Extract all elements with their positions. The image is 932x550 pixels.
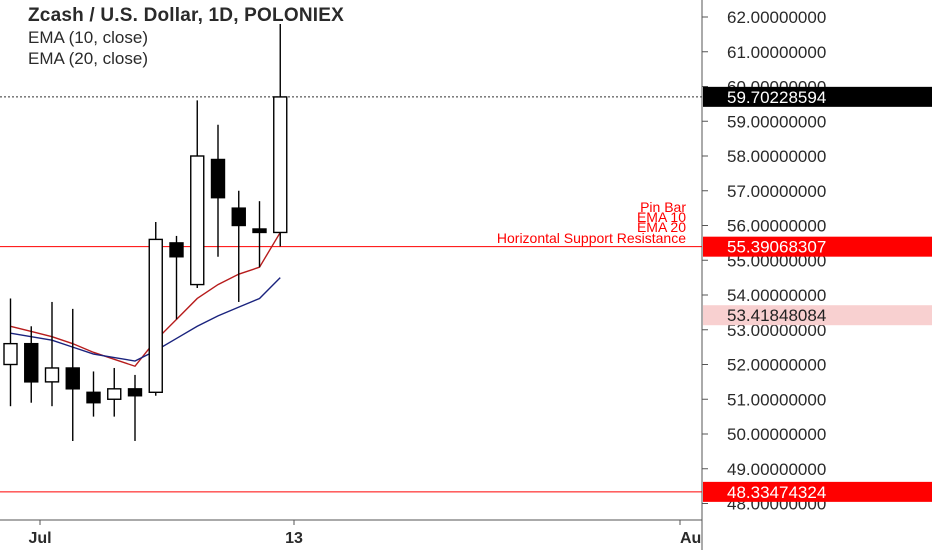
price-tag-background xyxy=(703,481,932,502)
candle-body-down[interactable] xyxy=(231,207,246,227)
candle-body-down[interactable] xyxy=(24,342,39,383)
candle-body-up[interactable] xyxy=(44,367,60,383)
price-tick-label: 53.00000000 xyxy=(727,321,826,340)
ema20-legend-label[interactable]: EMA (20, close) xyxy=(28,49,148,68)
price-tick-label: 61.00000000 xyxy=(727,43,826,62)
symbol-title[interactable]: Zcash / U.S. Dollar, 1D, POLONIEX xyxy=(28,5,344,26)
candle-body-down[interactable] xyxy=(127,388,143,397)
ema20-line[interactable] xyxy=(10,277,281,362)
candle-body-up[interactable] xyxy=(107,388,122,400)
time-tick-label: Jul xyxy=(28,530,51,547)
price-tag-label: 59.70228594 xyxy=(727,88,826,107)
price-tag-label: 53.41848084 xyxy=(727,306,826,325)
price-tag-label: 48.33474324 xyxy=(727,483,826,502)
price-tick-label: 49.00000000 xyxy=(727,460,826,479)
time-tick-label: Au xyxy=(680,530,701,547)
chart-annotation: Pin Bar xyxy=(640,199,686,215)
candle-body-up[interactable] xyxy=(190,155,205,286)
price-tick-label: 57.00000000 xyxy=(727,182,826,201)
price-tick-label: 54.00000000 xyxy=(727,286,826,305)
price-tick-label: 50.00000000 xyxy=(727,425,826,444)
chart-annotation: EMA 20 xyxy=(637,219,686,235)
candle-body-up[interactable] xyxy=(148,238,163,393)
price-tick-label: 56.00000000 xyxy=(727,217,826,236)
price-tick-label: 51.00000000 xyxy=(727,390,826,409)
candle-body-up[interactable] xyxy=(273,96,288,234)
chart-annotation: EMA 10 xyxy=(637,209,686,225)
price-tick-label: 52.00000000 xyxy=(727,356,826,375)
price-tick-label: 58.00000000 xyxy=(727,147,826,166)
ema10-line[interactable] xyxy=(10,232,281,368)
price-tag-background xyxy=(703,86,932,107)
candle-body-down[interactable] xyxy=(65,367,80,390)
chart-legend: Zcash / U.S. Dollar, 1D, POLONIEX EMA (1… xyxy=(28,4,344,69)
candle-body-down[interactable] xyxy=(252,228,267,234)
price-tick-label: 62.00000000 xyxy=(727,8,826,27)
time-tick-label: 13 xyxy=(285,530,303,547)
price-tick-label: 59.00000000 xyxy=(727,112,826,131)
candle-body-down[interactable] xyxy=(210,158,226,199)
price-tag-label: 55.39068307 xyxy=(727,238,826,257)
price-tag-background xyxy=(703,236,932,257)
chart-annotation: Horizontal Support Resistance xyxy=(497,230,686,246)
candle-body-down[interactable] xyxy=(86,391,101,404)
ema10-legend-label[interactable]: EMA (10, close) xyxy=(28,28,148,47)
candle-body-up[interactable] xyxy=(3,342,18,366)
price-tag-background xyxy=(703,305,932,326)
candle-body-down[interactable] xyxy=(169,242,184,258)
